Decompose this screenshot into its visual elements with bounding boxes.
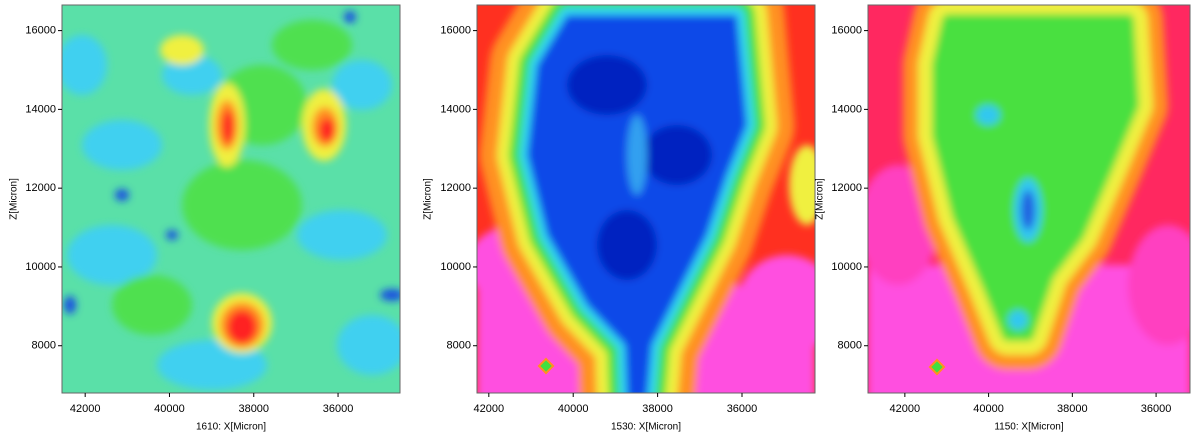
y-tick-label: 10000	[25, 261, 56, 273]
x-tick-label: 38000	[642, 403, 673, 415]
y-tick-label: 12000	[440, 182, 471, 194]
y-tick-label: 10000	[440, 261, 471, 273]
plot-frame	[476, 4, 816, 394]
y-axis-label: Z[Micron]	[423, 178, 434, 220]
x-tick-label: 40000	[558, 403, 589, 415]
x-tick-label: 42000	[70, 403, 101, 415]
contour-field	[868, 5, 1190, 393]
y-tick-label: 8000	[32, 340, 56, 352]
x-tick-label: 36000	[1141, 403, 1172, 415]
y-tick-label: 8000	[838, 340, 862, 352]
y-tick-label: 12000	[25, 182, 56, 194]
y-tick-label: 8000	[447, 340, 471, 352]
x-tick-label: 36000	[323, 403, 354, 415]
y-tick-label: 10000	[831, 261, 862, 273]
y-tick-label: 14000	[440, 103, 471, 115]
y-axis-label: Z[Micron]	[815, 178, 826, 220]
x-axis-label: 1530: X[Micron]	[611, 422, 681, 433]
plot-frame	[61, 4, 401, 394]
x-tick-label: 38000	[1057, 403, 1088, 415]
x-tick-label: 42000	[474, 403, 505, 415]
y-tick-label: 16000	[831, 25, 862, 37]
x-tick-label: 38000	[238, 403, 269, 415]
x-tick-label: 36000	[727, 403, 758, 415]
y-tick-label: 16000	[440, 25, 471, 37]
y-axis-label: Z[Micron]	[9, 178, 20, 220]
y-tick-label: 12000	[831, 182, 862, 194]
x-tick-label: 42000	[890, 403, 921, 415]
plot-frame	[867, 4, 1191, 394]
x-axis-label: 1150: X[Micron]	[994, 422, 1064, 433]
y-tick-label: 14000	[25, 103, 56, 115]
y-tick-label: 16000	[25, 25, 56, 37]
contour-field	[62, 5, 400, 393]
contour-field	[477, 5, 815, 393]
y-tick-label: 14000	[831, 103, 862, 115]
x-axis-label: 1610: X[Micron]	[196, 422, 266, 433]
x-tick-label: 40000	[154, 403, 185, 415]
x-tick-label: 40000	[973, 403, 1004, 415]
